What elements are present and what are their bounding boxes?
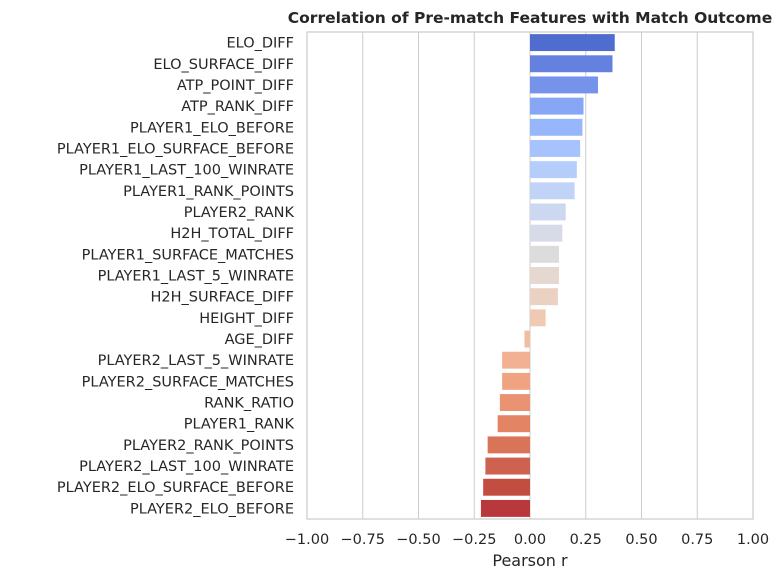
bar [530,34,615,52]
bar [530,139,581,157]
bar [502,351,530,369]
bar [530,76,599,94]
y-tick-label: H2H_SURFACE_DIFF [150,290,294,306]
bar [530,161,577,179]
bar [524,330,530,348]
y-tick-label: PLAYER2_LAST_100_WINRATE [79,459,294,475]
bars [480,34,615,517]
y-tick-label: PLAYER1_ELO_BEFORE [130,120,294,136]
bar [485,457,530,475]
y-tick-label: AGE_DIFF [225,332,294,348]
y-tick-label: PLAYER1_SURFACE_MATCHES [82,247,294,263]
y-tick-label: ELO_DIFF [226,36,294,52]
y-tick-label: ATP_POINT_DIFF [177,78,294,94]
plot-frame [306,31,754,520]
x-tick-label: −0.50 [396,532,440,548]
y-tick-label: PLAYER1_RANK_POINTS [123,184,294,200]
x-tick-label: 0.75 [681,532,713,548]
y-tick-label: PLAYER2_RANK [184,205,295,221]
y-tick-label: PLAYER2_RANK_POINTS [123,438,294,454]
y-tick-label: H2H_TOTAL_DIFF [170,226,294,242]
x-tick-labels: −1.00 −0.75 −0.50 −0.25 0.00 0.25 0.50 0.75 1.00 [285,532,769,548]
y-tick-label: RANK_RATIO [204,396,294,412]
y-tick-label: PLAYER2_SURFACE_MATCHES [82,374,294,390]
bar [480,499,530,517]
y-tick-label: PLAYER2_LAST_5_WINRATE [98,353,294,369]
bar [483,478,530,496]
bar [487,436,530,454]
x-tick-label: −0.25 [452,532,496,548]
y-tick-label: PLAYER2_ELO_SURFACE_BEFORE [57,480,294,496]
y-tick-label: ELO_SURFACE_DIFF [153,57,294,73]
y-tick-label: PLAYER1_RANK [184,417,295,433]
bar [499,394,530,412]
bar [530,224,563,242]
bar [530,97,584,115]
y-tick-label: ATP_RANK_DIFF [181,99,294,115]
bar [530,55,613,73]
x-tick-label: −0.75 [341,532,385,548]
bar [497,415,530,433]
x-tick-label: 0.25 [570,532,602,548]
x-tick-label: −1.00 [285,532,329,548]
bar [502,372,530,390]
x-tick-label: 1.00 [737,532,769,548]
chart-title: Correlation of Pre-match Features with M… [288,9,772,27]
y-tick-label: PLAYER1_LAST_100_WINRATE [79,163,294,179]
bar [530,118,583,136]
x-tick-label: 0.50 [625,532,657,548]
bar [530,245,559,263]
y-tick-labels: ELO_DIFF ELO_SURFACE_DIFF ATP_POINT_DIFF AT… [57,36,295,518]
x-axis-label: Pearson r [492,551,568,570]
y-tick-label: PLAYER1_ELO_SURFACE_BEFORE [57,141,294,157]
y-tick-label: PLAYER2_ELO_BEFORE [130,501,294,517]
bar [530,288,558,306]
bar [530,182,575,200]
y-tick-label: HEIGHT_DIFF [199,311,294,327]
bar [530,309,546,327]
x-tick-label: 0.00 [514,532,546,548]
bar [530,203,566,221]
bar [530,267,559,284]
y-tick-label: PLAYER1_LAST_5_WINRATE [98,269,294,285]
